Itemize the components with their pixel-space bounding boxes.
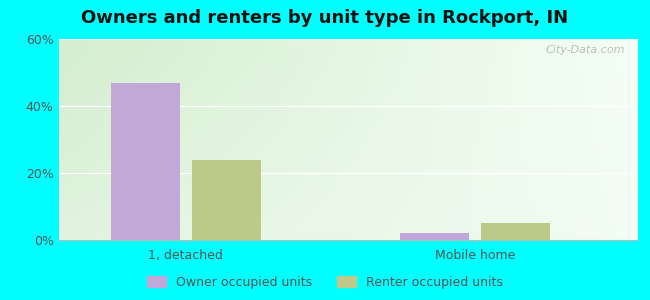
Bar bbox=[400, 233, 469, 240]
Bar bbox=[481, 223, 550, 240]
Text: City-Data.com: City-Data.com bbox=[546, 45, 625, 55]
Bar bbox=[111, 82, 180, 240]
Legend: Owner occupied units, Renter occupied units: Owner occupied units, Renter occupied un… bbox=[142, 271, 508, 294]
Bar bbox=[192, 160, 261, 240]
Text: Owners and renters by unit type in Rockport, IN: Owners and renters by unit type in Rockp… bbox=[81, 9, 569, 27]
